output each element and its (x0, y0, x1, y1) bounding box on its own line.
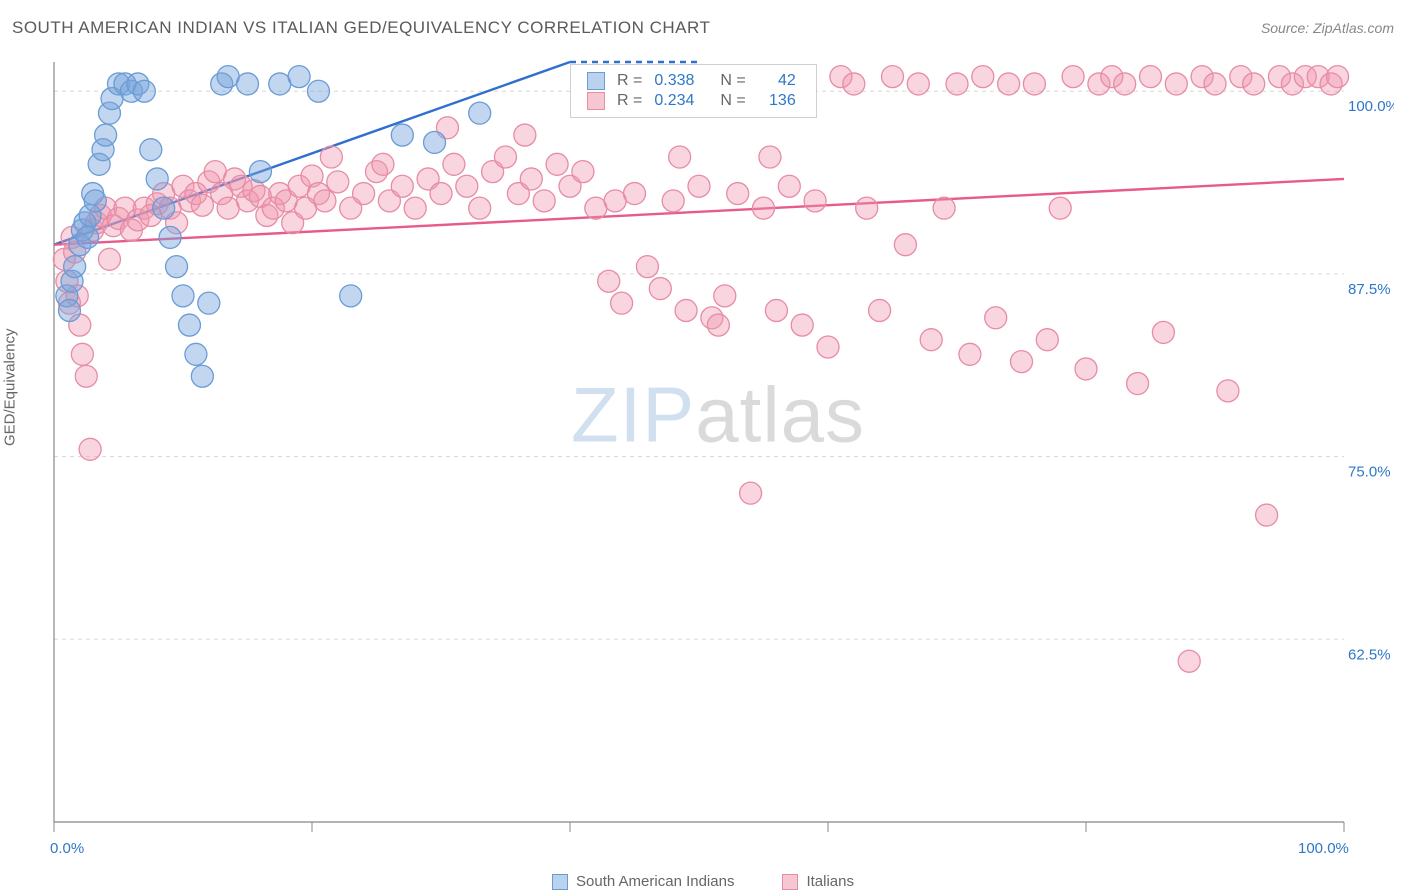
series-a-r-value: 0.338 (648, 71, 700, 91)
stats-row-a: R = 0.338 N = 42 (581, 71, 802, 91)
series-a-swatch-icon (552, 874, 568, 890)
series-a-n-value: 42 (752, 71, 802, 91)
svg-text:75.0%: 75.0% (1348, 464, 1391, 481)
series-b-n-value: 136 (752, 91, 802, 111)
series-b-swatch-icon (782, 874, 798, 890)
legend-item-a: South American Indians (552, 873, 734, 890)
correlation-stats-box: R = 0.338 N = 42 R = 0.234 N = 136 (570, 64, 817, 118)
legend-label-b: Italians (806, 873, 854, 890)
legend-item-b: Italians (782, 873, 854, 890)
legend-bottom: South American Indians Italians (0, 873, 1406, 890)
svg-text:87.5%: 87.5% (1348, 281, 1391, 298)
series-b-swatch-icon (587, 92, 605, 110)
chart-area: 62.5%75.0%87.5%100.0% ZIPatlas R = 0.338… (46, 56, 1390, 836)
n-label: N = (714, 71, 751, 91)
chart-header: SOUTH AMERICAN INDIAN VS ITALIAN GED/EQU… (12, 18, 1394, 38)
source-label: Source: ZipAtlas.com (1261, 20, 1394, 36)
legend-label-a: South American Indians (576, 873, 734, 890)
r-label: R = (611, 71, 648, 91)
series-a-swatch-icon (587, 72, 605, 90)
x-axis-end-label: 100.0% (1298, 840, 1349, 857)
svg-text:100.0%: 100.0% (1348, 98, 1394, 115)
svg-text:62.5%: 62.5% (1348, 646, 1391, 663)
n-label: N = (714, 91, 751, 111)
chart-title: SOUTH AMERICAN INDIAN VS ITALIAN GED/EQU… (12, 18, 710, 38)
r-label: R = (611, 91, 648, 111)
x-axis-start-label: 0.0% (50, 840, 84, 857)
scatter-chart-svg: 62.5% 75.0% 87.5% 100.0% (46, 56, 1394, 862)
series-b-r-value: 0.234 (648, 91, 700, 111)
y-axis-label: GED/Equivalency (2, 328, 19, 446)
stats-row-b: R = 0.234 N = 136 (581, 91, 802, 111)
